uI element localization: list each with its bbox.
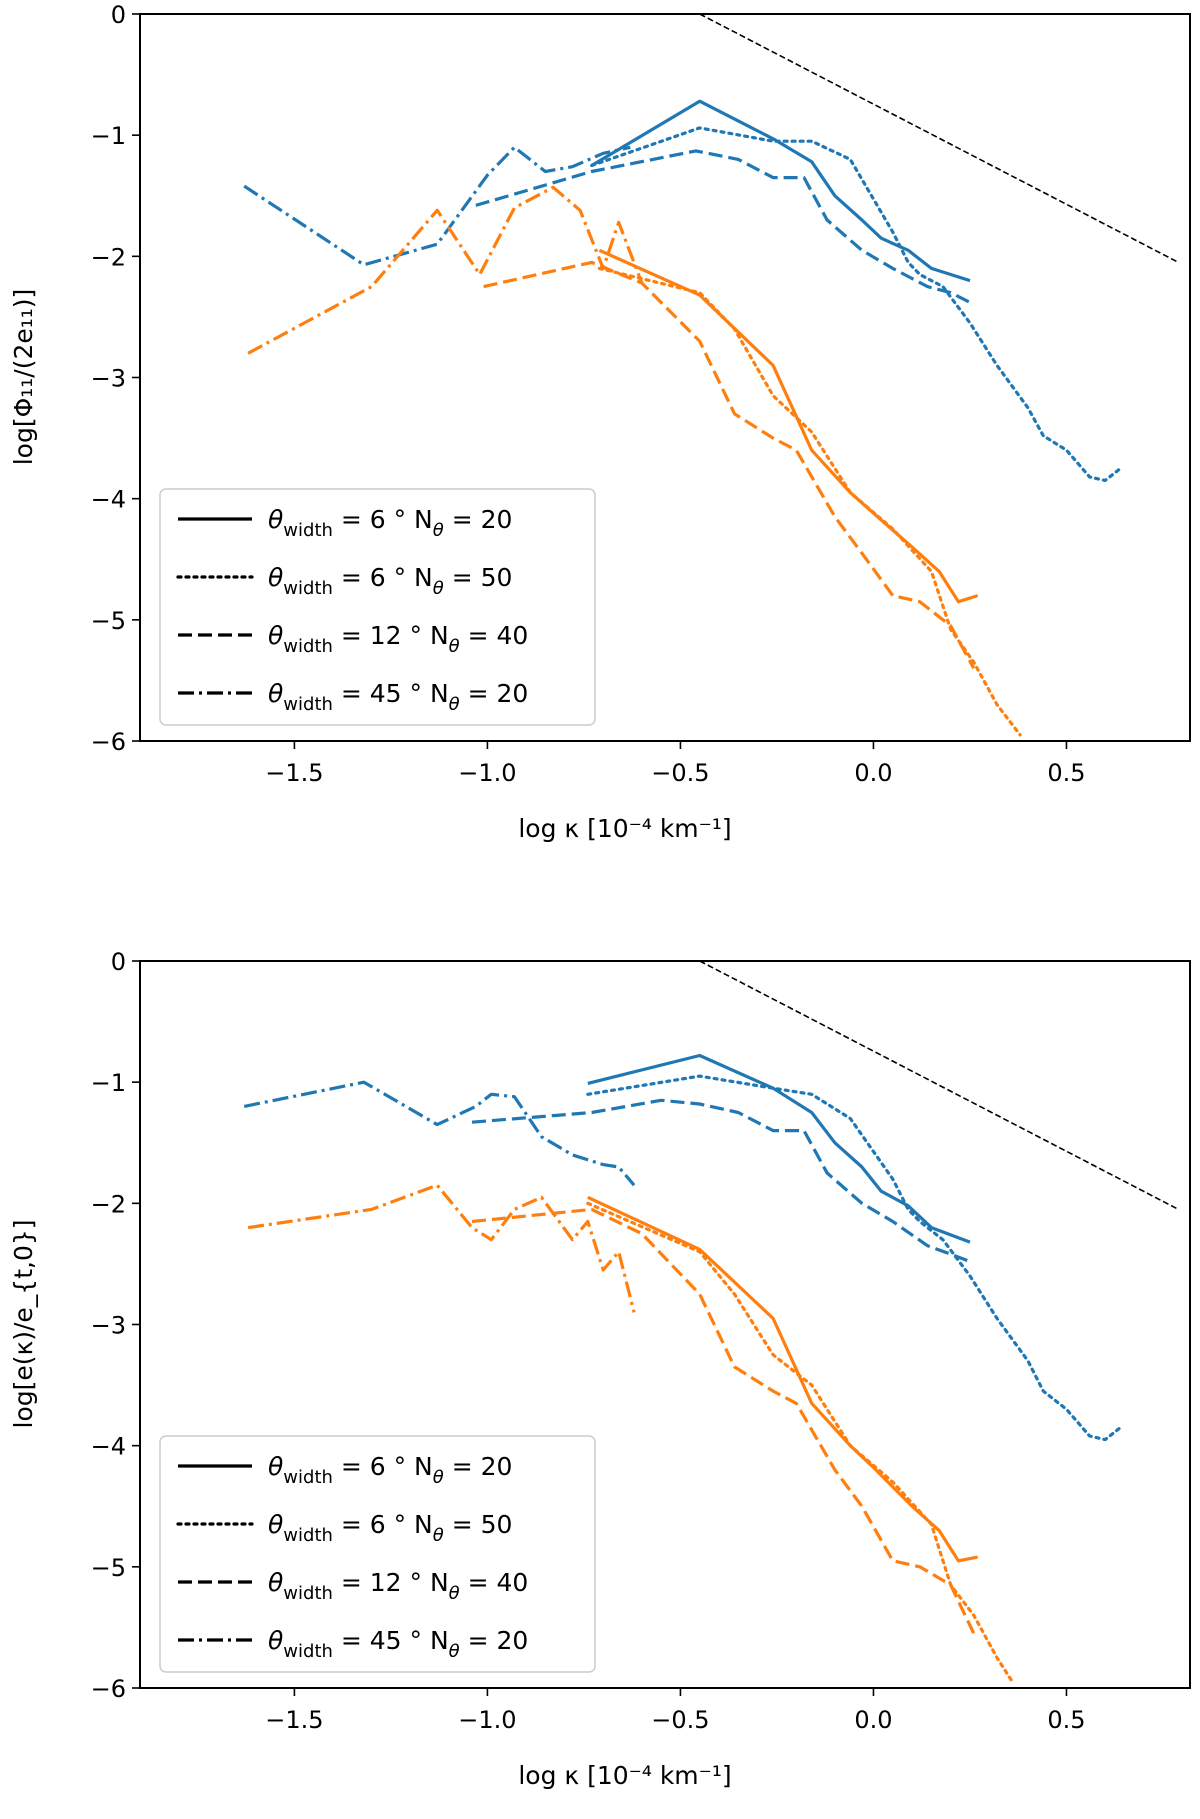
x-tick-label: −1.5 bbox=[265, 759, 323, 787]
x-axis-label: log κ [10⁻⁴ km⁻¹] bbox=[518, 1761, 731, 1790]
legend-label-end: = 50 bbox=[444, 563, 513, 592]
legend-label-value: = 6 ° N bbox=[333, 563, 433, 592]
reference-slope-line bbox=[699, 960, 1179, 1211]
y-tick-label: −5 bbox=[91, 1554, 126, 1582]
x-tick-label: 0.5 bbox=[1047, 1706, 1085, 1734]
legend-label-end: = 20 bbox=[444, 505, 513, 534]
legend-label-theta: θ bbox=[268, 1568, 283, 1597]
y-tick-label: −4 bbox=[91, 486, 126, 514]
series-line-orange-dotted bbox=[597, 266, 1022, 737]
legend-label-theta: θ bbox=[268, 1510, 283, 1539]
legend-label-end: = 50 bbox=[444, 1510, 513, 1539]
series-line-blue-dashdot bbox=[243, 1080, 636, 1187]
legend-label-theta: θ bbox=[268, 1626, 283, 1655]
legend-box bbox=[159, 488, 596, 726]
legend-label-sub2: θ bbox=[449, 694, 460, 715]
legend-label-sub2: θ bbox=[433, 1525, 444, 1546]
legend-label-sub2: θ bbox=[449, 1583, 460, 1604]
legend-label-theta: θ bbox=[268, 679, 283, 708]
legend-label-end: = 20 bbox=[460, 679, 529, 708]
legend-label-sub: width bbox=[283, 520, 333, 541]
y-axis-label: log[e(κ)/e_{t,0}] bbox=[9, 1219, 38, 1428]
series-line-orange-dotted bbox=[586, 1201, 1015, 1684]
y-tick-label: −1 bbox=[91, 122, 126, 150]
legend-label: θwidth = 45 ° Nθ = 20 bbox=[268, 679, 528, 715]
x-tick-label: 0.5 bbox=[1047, 759, 1085, 787]
y-axis-label: log[Φ₁₁/(2e₁₁)] bbox=[9, 289, 38, 466]
legend-label-value: = 6 ° N bbox=[333, 505, 433, 534]
legend-label-sub: width bbox=[283, 1641, 333, 1662]
series-line-blue-dotted bbox=[590, 126, 1123, 483]
legend-label: θwidth = 6 ° Nθ = 20 bbox=[268, 1452, 512, 1488]
series-line-orange-dashed bbox=[471, 1207, 976, 1635]
series-line-orange-solid bbox=[598, 248, 979, 604]
legend-label: θwidth = 6 ° Nθ = 50 bbox=[268, 563, 512, 599]
series-line-blue-solid bbox=[587, 1053, 971, 1244]
legend-label: θwidth = 45 ° Nθ = 20 bbox=[268, 1626, 528, 1662]
series-line-blue-dotted bbox=[586, 1074, 1123, 1442]
series-line-blue-dashed bbox=[475, 149, 971, 304]
legend-label-sub: width bbox=[283, 636, 333, 657]
bottom-panel: −1.5 −1.0 −0.5 0.0 0.5 0 −1 −2 −3 −4 −5 −6 log κ [10… bbox=[9, 948, 1191, 1790]
x-tick-label: 0.0 bbox=[854, 759, 892, 787]
y-tick-label: −2 bbox=[91, 243, 126, 271]
legend-label: θwidth = 6 ° Nθ = 50 bbox=[268, 1510, 512, 1546]
legend-label-theta: θ bbox=[268, 1452, 283, 1481]
legend-label: θwidth = 12 ° Nθ = 40 bbox=[268, 621, 528, 657]
legend-label-sub2: θ bbox=[433, 578, 444, 599]
legend-label-end: = 40 bbox=[460, 1568, 529, 1597]
legend-label-sub2: θ bbox=[433, 1467, 444, 1488]
legend-label-sub2: θ bbox=[433, 520, 444, 541]
x-tick-label: −1.5 bbox=[265, 1706, 323, 1734]
series-line-blue-dashdot bbox=[243, 145, 631, 267]
legend-label: θwidth = 12 ° Nθ = 40 bbox=[268, 1568, 528, 1604]
series-line-orange-dashdot bbox=[247, 185, 644, 355]
legend-label-end: = 20 bbox=[460, 1626, 529, 1655]
y-tick-label: −4 bbox=[91, 1433, 126, 1461]
legend-label-end: = 20 bbox=[444, 1452, 513, 1481]
x-tick-label: −0.5 bbox=[651, 1706, 709, 1734]
legend-label-sub: width bbox=[283, 1467, 333, 1488]
legend-label-end: = 40 bbox=[460, 621, 529, 650]
legend-label-sub: width bbox=[283, 1583, 333, 1604]
x-tick-label: −0.5 bbox=[651, 759, 709, 787]
legend-label-value: = 6 ° N bbox=[333, 1452, 433, 1481]
y-tick-label: −6 bbox=[91, 728, 126, 756]
x-tick-label: −1.0 bbox=[458, 759, 516, 787]
y-tick-label: 0 bbox=[111, 948, 126, 976]
series-line-orange-solid bbox=[587, 1195, 979, 1563]
legend-label-theta: θ bbox=[268, 505, 283, 534]
legend-label-sub: width bbox=[283, 1525, 333, 1546]
legend-label-sub: width bbox=[283, 694, 333, 715]
legend-box bbox=[159, 1435, 596, 1673]
y-tick-label: −5 bbox=[91, 607, 126, 635]
legend-label-theta: θ bbox=[268, 563, 283, 592]
series-line-blue-solid bbox=[590, 99, 971, 283]
legend-label-theta: θ bbox=[268, 621, 283, 650]
legend-label: θwidth = 6 ° Nθ = 20 bbox=[268, 505, 512, 541]
legend-label-sub2: θ bbox=[449, 636, 460, 657]
x-tick-label: 0.0 bbox=[854, 1706, 892, 1734]
legend-label-value: = 45 ° N bbox=[333, 679, 449, 708]
y-tick-label: −6 bbox=[91, 1675, 126, 1703]
x-axis-label: log κ [10⁻⁴ km⁻¹] bbox=[518, 814, 731, 843]
legend-label-value: = 6 ° N bbox=[333, 1510, 433, 1539]
legend-label-sub: width bbox=[283, 578, 333, 599]
legend-label-value: = 12 ° N bbox=[333, 1568, 449, 1597]
top-panel: −1.5 −1.0 −0.5 0.0 0.5 0 −1 −2 −3 −4 −5 −6 log κ [10… bbox=[9, 1, 1191, 843]
legend-label-value: = 45 ° N bbox=[333, 1626, 449, 1655]
y-tick-label: 0 bbox=[111, 1, 126, 29]
y-tick-label: −1 bbox=[91, 1069, 126, 1097]
legend-label-sub2: θ bbox=[449, 1641, 460, 1662]
y-tick-label: −3 bbox=[91, 365, 126, 393]
y-tick-label: −3 bbox=[91, 1312, 126, 1340]
series-line-orange-dashdot bbox=[247, 1183, 636, 1313]
legend-label-value: = 12 ° N bbox=[333, 621, 449, 650]
x-tick-label: −1.0 bbox=[458, 1706, 516, 1734]
series-line-blue-dashed bbox=[471, 1098, 971, 1263]
y-tick-label: −2 bbox=[91, 1190, 126, 1218]
